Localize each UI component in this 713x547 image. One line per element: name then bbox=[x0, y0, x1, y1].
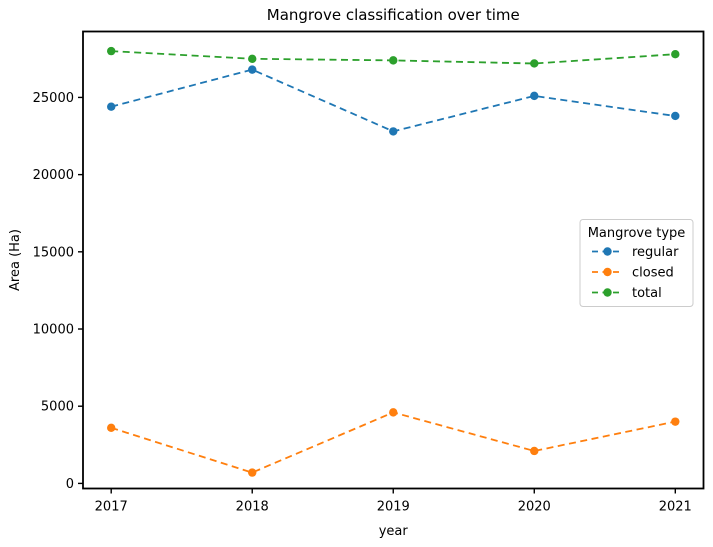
x-tick-label: 2017 bbox=[95, 500, 128, 515]
series-line-regular bbox=[110, 68, 676, 133]
legend-box bbox=[579, 219, 694, 307]
x-tick-label: 2019 bbox=[377, 500, 410, 515]
data-point-regular-2021 bbox=[671, 111, 680, 121]
data-point-closed-2018 bbox=[248, 468, 257, 477]
chart-title: Mangrove classification over time bbox=[267, 6, 520, 24]
legend-label-closed: closed bbox=[632, 266, 674, 281]
y-tick-label: 15000 bbox=[33, 245, 74, 260]
x-tick-label: 2021 bbox=[659, 500, 692, 515]
legend-label-total: total bbox=[632, 286, 662, 301]
data-point-closed-2019 bbox=[389, 408, 398, 417]
data-point-closed-2021 bbox=[671, 417, 680, 426]
legend-marker-total bbox=[603, 288, 612, 297]
data-point-regular-2017 bbox=[107, 102, 116, 111]
legend-title: Mangrove type bbox=[588, 226, 686, 241]
x-tick-label: 2020 bbox=[518, 500, 551, 515]
data-point-total-2018 bbox=[248, 54, 257, 64]
data-point-closed-2017 bbox=[107, 423, 116, 433]
data-point-total-2020 bbox=[530, 59, 539, 68]
y-tick-label: 25000 bbox=[33, 91, 74, 106]
x-tick-label: 2018 bbox=[236, 500, 269, 515]
legend-label-regular: regular bbox=[632, 245, 679, 260]
data-point-regular-2019 bbox=[389, 127, 398, 136]
y-tick-label: 20000 bbox=[33, 168, 74, 183]
x-axis-label: year bbox=[379, 524, 409, 539]
legend-marker-regular bbox=[603, 247, 612, 256]
series-line-closed bbox=[110, 411, 676, 474]
data-point-regular-2018 bbox=[248, 65, 257, 74]
data-point-total-2019 bbox=[389, 56, 398, 65]
y-axis-label: Area (Ha) bbox=[8, 229, 23, 291]
data-point-regular-2020 bbox=[530, 91, 539, 101]
y-tick-label: 0 bbox=[66, 477, 74, 492]
legend-marker-closed bbox=[603, 267, 612, 277]
data-point-closed-2020 bbox=[530, 446, 539, 456]
y-tick-label: 10000 bbox=[33, 323, 74, 338]
data-point-total-2017 bbox=[107, 46, 116, 56]
y-tick-label: 5000 bbox=[41, 400, 74, 415]
data-point-total-2021 bbox=[671, 49, 680, 59]
